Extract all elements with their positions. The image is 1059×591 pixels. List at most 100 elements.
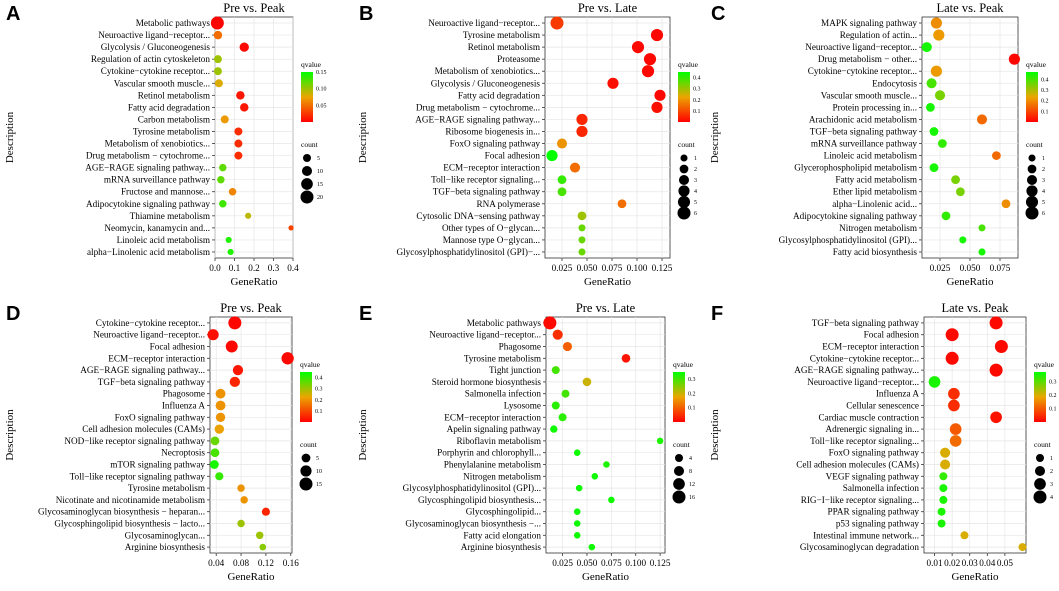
panel-f-count-legend-label: 1 bbox=[1050, 456, 1053, 462]
panel-a-qvalue-colorbar bbox=[301, 72, 313, 122]
panel-f-count-legend-dot bbox=[1034, 465, 1046, 477]
panel-b-term-label: Neuroactive ligand−receptor... bbox=[428, 18, 540, 28]
panel-a-term-label: Neomycin, kanamycin and... bbox=[104, 223, 210, 233]
panel-b-point bbox=[550, 16, 564, 30]
panel-b-count-legend-dot bbox=[677, 206, 691, 220]
panel-d-xtick-label: 0.16 bbox=[283, 558, 299, 568]
panel-c-point bbox=[1008, 53, 1020, 65]
panel-b-term-label: Other types of O−glycan... bbox=[442, 223, 540, 233]
panel-c-point bbox=[930, 65, 942, 77]
panel-a-term-label: Drug metabolism − cytochrome... bbox=[86, 151, 210, 161]
panel-d-term-label: Glycosaminoglycan biosynthesis − heparan… bbox=[38, 507, 205, 517]
panel-a-point bbox=[214, 79, 223, 88]
panel-b-xlabel: GeneRatio bbox=[584, 276, 632, 288]
panel-e-term-label: Glycosylphosphatidylinositol (GPI)... bbox=[403, 483, 541, 493]
panel-f-letter: F bbox=[711, 303, 723, 325]
panel-b-point bbox=[578, 236, 586, 244]
panel-e-point bbox=[562, 341, 573, 352]
panel-e-xtick-label: 0.125 bbox=[650, 558, 671, 568]
panel-a-point bbox=[220, 115, 229, 124]
panel-d-point bbox=[210, 436, 220, 446]
panel-f-term-label: TGF−beta signaling pathway bbox=[812, 318, 920, 328]
panel-d-term-label: AGE−RAGE signaling pathway... bbox=[80, 365, 205, 375]
panel-d-qvalue-legend-tick: 0.2 bbox=[315, 398, 323, 404]
panel-a-term-label: Tyrosine metabolism bbox=[133, 126, 210, 136]
panel-b-point bbox=[650, 29, 664, 42]
panel-e-count-legend-label: 8 bbox=[689, 469, 692, 475]
panel-d-count-legend-label: 10 bbox=[316, 469, 322, 475]
panel-f-term-label: Toll−like receptor signaling... bbox=[810, 436, 919, 446]
panel-e-term-label: Porphyrin and chlorophyll... bbox=[437, 448, 541, 458]
panel-c-point bbox=[926, 102, 935, 112]
panel-d-term-label: Tyrosine metabolism bbox=[128, 483, 205, 493]
panel-c-point bbox=[933, 29, 945, 41]
panel-e-term-label: Phagosome bbox=[499, 342, 541, 352]
panel-a-term-label: Metabolism of xenobiotics... bbox=[105, 139, 210, 149]
panel-f-qvalue-legend-tick: 0.3 bbox=[1049, 379, 1057, 385]
panel-e-count-legend-title: count bbox=[673, 440, 691, 449]
panel-d-term-label: Phagosome bbox=[163, 389, 205, 399]
panel-b-count-legend-dot bbox=[679, 164, 689, 174]
panel-b-point bbox=[617, 199, 627, 209]
panel-d-term-label: FoxO signaling pathway bbox=[115, 412, 206, 422]
panel-e-term-label: Riboflavin metabolism bbox=[457, 436, 541, 446]
panel-c-term-label: MAPK signaling pathway bbox=[821, 18, 917, 28]
panel-b-term-label: Glycolysis / Gluconeogenesis bbox=[431, 78, 541, 88]
panel-f-count-legend-title: count bbox=[1034, 440, 1052, 449]
panel-f-point bbox=[1018, 543, 1027, 552]
panel-b-term-label: Tyrosine metabolism bbox=[463, 30, 540, 40]
panel-c-term-label: Fatty acid metabolism bbox=[835, 175, 917, 185]
panel-f-count-legend-dot bbox=[1033, 490, 1047, 504]
panel-a-point bbox=[236, 91, 245, 100]
panel-f-count-legend-label: 2 bbox=[1050, 469, 1053, 475]
panel-d-xtick-label: 0.12 bbox=[258, 558, 274, 568]
panel-b-point bbox=[569, 162, 581, 173]
panel-c-point bbox=[934, 90, 946, 101]
panel-d-term-label: Influenza A bbox=[162, 401, 205, 411]
panel-c-point bbox=[978, 248, 986, 256]
panel-c-point bbox=[992, 151, 1001, 160]
panel-a-term-label: mRNA surveillance pathway bbox=[104, 175, 211, 185]
panel-b-point bbox=[654, 89, 666, 101]
panel-f-term-label: Neuroactive ligand−receptor... bbox=[807, 377, 919, 387]
panel-c-count-legend-label: 1 bbox=[1042, 156, 1045, 162]
panel-b-point bbox=[631, 41, 645, 54]
panel-a-qvalue-legend-tick: 0.10 bbox=[316, 87, 327, 93]
panel-a-count-legend-label: 5 bbox=[317, 156, 320, 162]
panel-d-count-legend-label: 5 bbox=[316, 456, 319, 462]
panel-a-point bbox=[228, 187, 237, 196]
panel-c-term-label: mRNA surveillance pathway bbox=[811, 139, 918, 149]
panel-e-term-label: Nitrogen metabolism bbox=[463, 471, 541, 481]
panel-a-term-label: Thiamine metabolism bbox=[130, 211, 210, 221]
panel-f-point bbox=[939, 472, 948, 481]
panel-a-term-label: Linoleic acid metabolism bbox=[117, 235, 210, 245]
panel-c-count-legend-dot bbox=[1025, 206, 1039, 220]
panel-d-term-label: ECM−receptor interaction bbox=[108, 353, 205, 363]
panel-c-point bbox=[930, 17, 942, 29]
panel-f-term-label: PPAR signaling pathway bbox=[827, 507, 919, 517]
panel-e-point bbox=[543, 316, 557, 330]
panel-b-ylabel: Description bbox=[357, 111, 369, 163]
panel-e-term-label: Fatty acid elongation bbox=[463, 530, 541, 540]
panel-d-point bbox=[240, 496, 248, 504]
panel-b-term-label: TGF−beta signaling pathway bbox=[433, 187, 541, 197]
panel-a-term-label: Regulation of actin cytoskeleton bbox=[91, 54, 211, 64]
panel-b-qvalue-legend-tick: 0.2 bbox=[693, 98, 701, 104]
panel-d-qvalue-legend-tick: 0.4 bbox=[315, 376, 323, 382]
panel-a-xtick-label: 0.1 bbox=[229, 263, 241, 273]
panel-b-term-label: Toll−like receptor signaling... bbox=[431, 175, 540, 185]
panel-e-term-label: Apelin signaling pathway bbox=[447, 424, 542, 434]
panel-b-point bbox=[546, 149, 558, 162]
panel-d-point bbox=[261, 507, 270, 516]
panel-a-point bbox=[225, 236, 232, 244]
panel-c-term-label: Fatty acid biosynthesis bbox=[833, 247, 918, 257]
panel-e-point bbox=[656, 437, 664, 445]
panel-b-point bbox=[643, 53, 657, 66]
panel-a-point bbox=[234, 151, 243, 160]
panel-f-point bbox=[989, 316, 1003, 330]
panel-b-plot-frame bbox=[544, 16, 671, 259]
panel-a-letter: A bbox=[6, 3, 20, 25]
panel-a-point bbox=[288, 225, 294, 231]
panel-a-count-legend-dot bbox=[303, 154, 311, 162]
panel-a-point bbox=[240, 103, 249, 112]
